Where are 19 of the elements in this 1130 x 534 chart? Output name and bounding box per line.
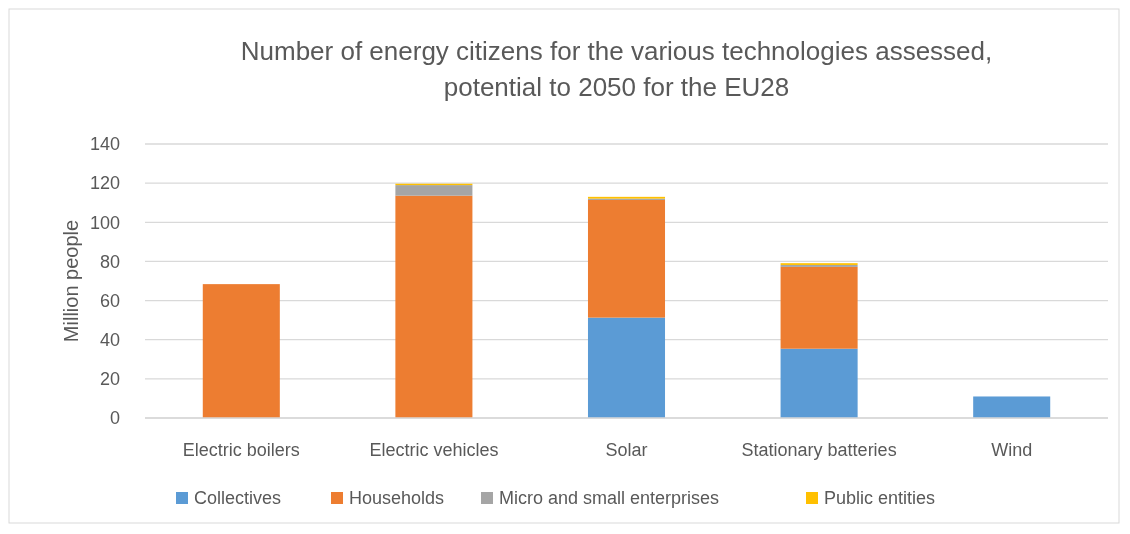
y-axis-title: Million people [60,219,82,343]
y-tick-label: 40 [99,330,120,351]
x-tick-label: Electric boilers [182,440,300,460]
x-tick-label: Wind [991,440,1033,460]
x-tick-label: Stationary batteries [741,440,897,460]
y-tick-label: 120 [89,173,120,194]
y-tick-label: 20 [99,369,120,390]
y-tick-label: 0 [109,408,120,429]
legend-label: Collectives [194,488,282,509]
y-tick-label: 140 [89,134,120,155]
x-tick-label: Solar [605,440,648,460]
y-tick-label: 60 [99,290,120,311]
legend-label: Micro and small enterprises [499,488,720,509]
legend-label: Households [349,488,445,509]
x-tick-label: Electric vehicles [369,440,499,460]
y-tick-label: 100 [89,212,120,233]
y-tick-label: 80 [99,251,120,272]
legend-label: Public entities [824,488,936,509]
chart-title: Number of energy citizens for the various technologies assessed, potential to 2050 for the EU28 [240,36,993,102]
